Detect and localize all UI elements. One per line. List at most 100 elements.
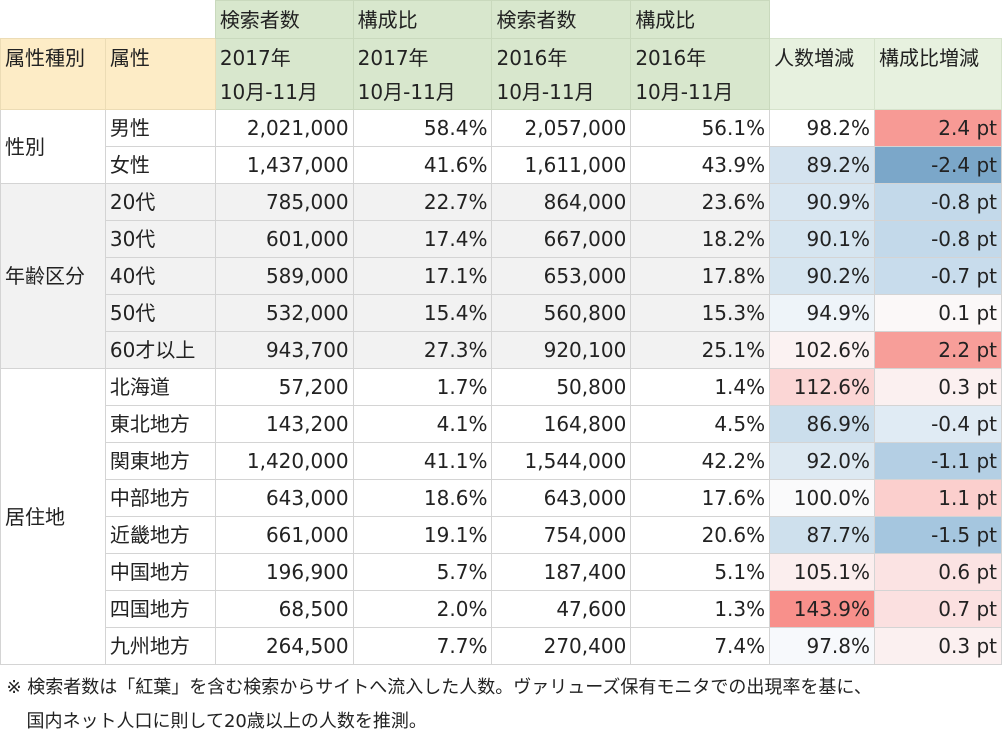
cell-share-change: 0.1 pt [875, 295, 1002, 332]
header-group-3: 構成比 [631, 1, 770, 39]
cell-share-change: 2.2 pt [875, 332, 1002, 369]
attribute-label: 九州地方 [105, 628, 215, 665]
header-group-1: 構成比 [353, 1, 492, 39]
attribute-label: 四国地方 [105, 591, 215, 628]
cell-searchers_2016: 1,611,000 [492, 147, 631, 184]
cell-searchers_2017: 2,021,000 [215, 110, 353, 147]
column-header-line1: 2017年 [220, 41, 349, 75]
cell-share-change: -1.1 pt [875, 443, 1002, 480]
cell-share-change: 0.3 pt [875, 369, 1002, 406]
cell-searchers_2016: 164,800 [492, 406, 631, 443]
column-header-line2: 人数増減 [774, 41, 870, 75]
cell-share_2017: 19.1% [353, 517, 492, 554]
cell-share_2016: 42.2% [631, 443, 770, 480]
cell-searchers_2017: 196,900 [215, 554, 353, 591]
cell-share_2016: 25.1% [631, 332, 770, 369]
cell-share_2017: 22.7% [353, 184, 492, 221]
cell-share-change: -2.4 pt [875, 147, 1002, 184]
column-header-category: 属性種別 [1, 39, 106, 110]
column-header-line2: 属性 [110, 41, 211, 75]
cell-share_2016: 17.6% [631, 480, 770, 517]
cell-share_2016: 7.4% [631, 628, 770, 665]
attribute-label: 男性 [105, 110, 215, 147]
cell-share-change: -0.7 pt [875, 258, 1002, 295]
cell-searchers_2017: 532,000 [215, 295, 353, 332]
cell-searchers_2017: 1,420,000 [215, 443, 353, 480]
cell-count-change: 112.6% [770, 369, 875, 406]
cell-share_2017: 1.7% [353, 369, 492, 406]
attribute-label: 近畿地方 [105, 517, 215, 554]
cell-searchers_2017: 601,000 [215, 221, 353, 258]
cell-searchers_2016: 270,400 [492, 628, 631, 665]
cell-share_2016: 18.2% [631, 221, 770, 258]
cell-share_2017: 18.6% [353, 480, 492, 517]
cell-searchers_2017: 589,000 [215, 258, 353, 295]
column-header-count_change: 人数増減 [770, 39, 875, 110]
attribute-label: 中部地方 [105, 480, 215, 517]
attribute-label: 東北地方 [105, 406, 215, 443]
cell-share-change: 0.3 pt [875, 628, 1002, 665]
footnote: ※ 検索者数は「紅葉」を含む検索からサイトへ流入した人数。ヴァリューズ保有モニタ… [1, 665, 1002, 739]
cell-searchers_2017: 1,437,000 [215, 147, 353, 184]
cell-share_2017: 5.7% [353, 554, 492, 591]
cell-searchers_2016: 754,000 [492, 517, 631, 554]
cell-count-change: 86.9% [770, 406, 875, 443]
cell-count-change: 92.0% [770, 443, 875, 480]
cell-share_2016: 23.6% [631, 184, 770, 221]
cell-searchers_2016: 667,000 [492, 221, 631, 258]
cell-searchers_2016: 2,057,000 [492, 110, 631, 147]
cell-share_2016: 56.1% [631, 110, 770, 147]
cell-count-change: 90.1% [770, 221, 875, 258]
cell-share-change: -1.5 pt [875, 517, 1002, 554]
cell-share_2017: 2.0% [353, 591, 492, 628]
attribute-label: 20代 [105, 184, 215, 221]
cell-share-change: -0.8 pt [875, 221, 1002, 258]
cell-share-change: 2.4 pt [875, 110, 1002, 147]
cell-share_2016: 4.5% [631, 406, 770, 443]
header-group-0: 検索者数 [215, 1, 353, 39]
cell-share-change: -0.4 pt [875, 406, 1002, 443]
cell-searchers_2017: 943,700 [215, 332, 353, 369]
cell-share_2016: 5.1% [631, 554, 770, 591]
cell-share_2017: 15.4% [353, 295, 492, 332]
header-group-row: 検索者数構成比検索者数構成比 [1, 1, 1002, 39]
cell-share_2016: 20.6% [631, 517, 770, 554]
cell-count-change: 105.1% [770, 554, 875, 591]
header-group-2: 検索者数 [492, 1, 631, 39]
attribute-label: 30代 [105, 221, 215, 258]
column-header-attribute: 属性 [105, 39, 215, 110]
column-header-line2: 10月-11月 [635, 75, 765, 109]
cell-share_2016: 1.4% [631, 369, 770, 406]
cell-share_2016: 15.3% [631, 295, 770, 332]
category-label: 性別 [1, 110, 106, 184]
cell-count-change: 98.2% [770, 110, 875, 147]
cell-count-change: 87.7% [770, 517, 875, 554]
column-header-line2: 10月-11月 [496, 75, 626, 109]
cell-searchers_2017: 643,000 [215, 480, 353, 517]
column-header-line2: 属性種別 [5, 41, 101, 75]
footnote-line1: ※ 検索者数は「紅葉」を含む検索からサイトへ流入した人数。ヴァリューズ保有モニタ… [7, 671, 1002, 705]
cell-searchers_2016: 47,600 [492, 591, 631, 628]
attribute-label: 北海道 [105, 369, 215, 406]
attribute-label: 40代 [105, 258, 215, 295]
cell-share_2017: 27.3% [353, 332, 492, 369]
header-blank-cell-right [770, 1, 1002, 39]
cell-share-change: 0.7 pt [875, 591, 1002, 628]
cell-count-change: 89.2% [770, 147, 875, 184]
category-label: 居住地 [1, 369, 106, 665]
cell-count-change: 97.8% [770, 628, 875, 665]
cell-share_2016: 43.9% [631, 147, 770, 184]
